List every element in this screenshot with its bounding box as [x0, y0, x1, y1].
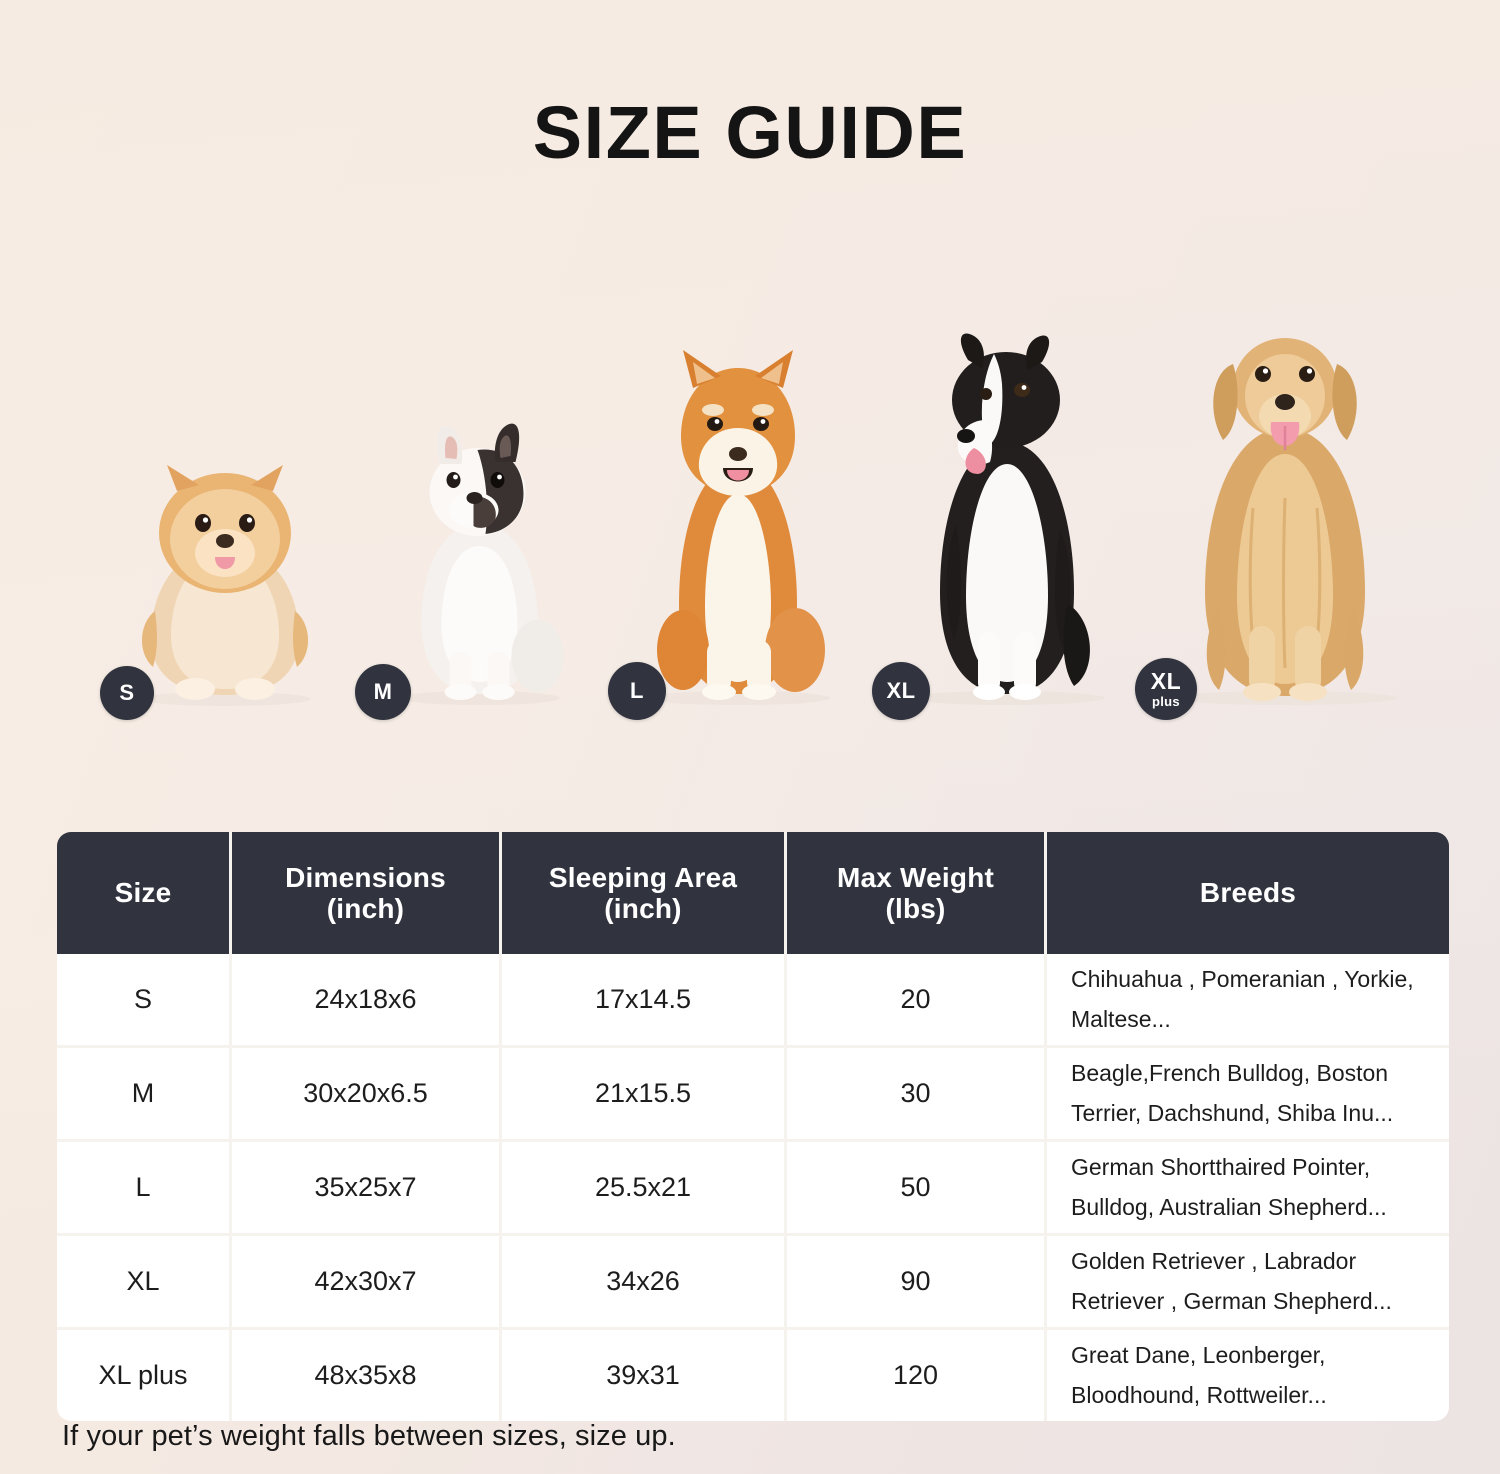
dog-slot-s: S — [100, 460, 350, 720]
cell-dimensions: 35x25x7 — [232, 1142, 502, 1237]
column-header-breeds-label: Breeds — [1199, 877, 1297, 909]
size-badge-m: M — [355, 664, 411, 720]
table-row: XL 42x30x7 34x26 90 Golden Retriever , L… — [57, 1236, 1449, 1331]
cell-dimensions: 48x35x8 — [232, 1330, 502, 1422]
cell-breeds: Beagle,French Bulldog, Boston Terrier, D… — [1047, 1048, 1449, 1143]
size-badge-xl-plus-sublabel: plus — [1152, 694, 1180, 709]
column-header-dimensions: Dimensions (inch) — [232, 832, 502, 954]
page-title: SIZE GUIDE — [532, 91, 968, 174]
dog-slot-xl-plus: XL plus — [1135, 312, 1435, 720]
cell-max-weight: 90 — [787, 1236, 1047, 1331]
size-table: Size Dimensions (inch) Sleeping Area (in… — [57, 832, 1449, 1422]
size-badge-xl-plus-label: XL — [1150, 668, 1182, 694]
size-badge-xl-label: XL — [886, 678, 916, 703]
dog-slot-l: L — [608, 348, 868, 720]
column-header-dimensions-line1: Dimensions — [285, 861, 446, 893]
sizing-note: If your pet’s weight falls between sizes… — [62, 1420, 676, 1452]
pomeranian-illustration — [139, 465, 311, 706]
cell-size: XL — [57, 1236, 232, 1331]
cell-max-weight: 50 — [787, 1142, 1047, 1237]
cell-size: S — [57, 954, 232, 1049]
cell-breeds: Chihuahua , Pomeranian , Yorkie, Maltese… — [1047, 954, 1449, 1049]
cell-breeds: German Shortthaired Pointer, Bulldog, Au… — [1047, 1142, 1449, 1237]
size-badge-s: S — [100, 666, 154, 720]
size-badge-xl: XL — [872, 662, 930, 720]
cell-max-weight: 120 — [787, 1330, 1047, 1422]
dog-slot-xl: XL — [872, 328, 1142, 720]
column-header-max-weight-line1: Max Weight — [836, 861, 995, 893]
cell-dimensions: 24x18x6 — [232, 954, 502, 1049]
column-header-sleeping-area-line1: Sleeping Area — [548, 861, 738, 893]
cell-sleeping-area: 39x31 — [502, 1330, 787, 1422]
table-row: M 30x20x6.5 21x15.5 30 Beagle,French Bul… — [57, 1048, 1449, 1143]
size-badge-m-label: M — [373, 679, 393, 704]
golden-retriever-illustration — [1173, 338, 1397, 705]
border-collie-illustration — [909, 333, 1105, 705]
column-header-sleeping-area-line2: (inch) — [604, 893, 682, 924]
size-table-container: Size Dimensions (inch) Sleeping Area (in… — [57, 832, 1449, 1422]
shiba-inu-illustration — [646, 350, 830, 705]
size-badge-s-label: S — [119, 680, 135, 705]
table-header-row: Size Dimensions (inch) Sleeping Area (in… — [57, 832, 1449, 954]
dog-size-illustration-row: S — [60, 300, 1440, 720]
dog-slot-m: M — [355, 410, 605, 720]
cell-dimensions: 30x20x6.5 — [232, 1048, 502, 1143]
size-badge-l-label: L — [630, 678, 644, 703]
size-badge-l: L — [608, 662, 666, 720]
size-table-body: S 24x18x6 17x14.5 20 Chihuahua , Pomeran… — [57, 954, 1449, 1422]
table-row: S 24x18x6 17x14.5 20 Chihuahua , Pomeran… — [57, 954, 1449, 1049]
cell-size: XL plus — [57, 1330, 232, 1422]
cell-breeds: Great Dane, Leonberger, Bloodhound, Rott… — [1047, 1330, 1449, 1422]
table-row: L 35x25x7 25.5x21 50 German Shortthaired… — [57, 1142, 1449, 1237]
french-bulldog-illustration — [399, 423, 564, 705]
column-header-dimensions-line2: (inch) — [326, 893, 405, 924]
cell-max-weight: 30 — [787, 1048, 1047, 1143]
column-header-max-weight: Max Weight (lbs) — [787, 832, 1047, 954]
cell-sleeping-area: 17x14.5 — [502, 954, 787, 1049]
column-header-breeds: Breeds — [1047, 832, 1449, 954]
cell-dimensions: 42x30x7 — [232, 1236, 502, 1331]
table-row: XL plus 48x35x8 39x31 120 Great Dane, Le… — [57, 1330, 1449, 1422]
cell-sleeping-area: 25.5x21 — [502, 1142, 787, 1237]
size-table-head: Size Dimensions (inch) Sleeping Area (in… — [57, 832, 1449, 954]
cell-size: L — [57, 1142, 232, 1237]
column-header-sleeping-area: Sleeping Area (inch) — [502, 832, 787, 954]
cell-sleeping-area: 21x15.5 — [502, 1048, 787, 1143]
cell-size: M — [57, 1048, 232, 1143]
cell-breeds: Golden Retriever , Labrador Retriever , … — [1047, 1236, 1449, 1331]
column-header-size-label: Size — [114, 877, 172, 909]
cell-sleeping-area: 34x26 — [502, 1236, 787, 1331]
cell-max-weight: 20 — [787, 954, 1047, 1049]
column-header-max-weight-line2: (lbs) — [885, 893, 946, 924]
column-header-size: Size — [57, 832, 232, 954]
size-badge-xl-plus: XL plus — [1135, 658, 1197, 720]
